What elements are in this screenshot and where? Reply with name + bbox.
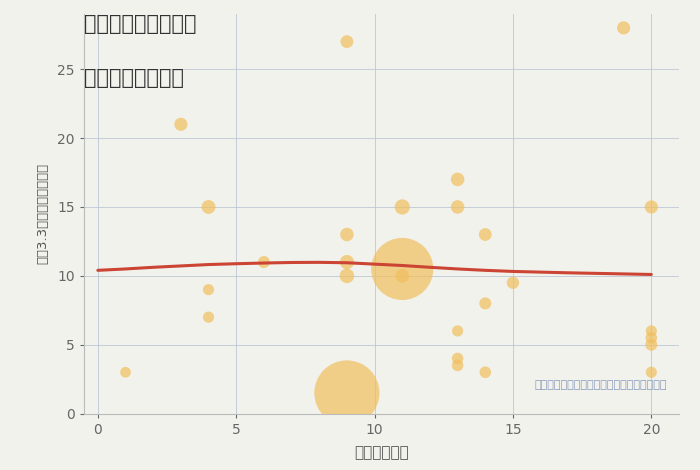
Text: 円の大きさは、取引のあった物件面積を示す: 円の大きさは、取引のあった物件面積を示す (535, 380, 667, 390)
Point (397, 265, 408, 273)
Point (645, 203, 657, 211)
Point (618, 24, 629, 31)
Text: 駅距離別土地価格: 駅距離別土地価格 (84, 68, 184, 88)
Point (480, 368, 491, 376)
Point (480, 231, 491, 238)
Point (645, 327, 657, 335)
Point (452, 327, 463, 335)
Point (508, 279, 519, 287)
Point (480, 300, 491, 307)
Point (645, 341, 657, 348)
Point (452, 361, 463, 369)
Point (342, 231, 353, 238)
Point (645, 368, 657, 376)
Point (452, 176, 463, 183)
X-axis label: 駅距離（分）: 駅距離（分） (354, 445, 409, 460)
Point (175, 120, 186, 128)
Point (452, 203, 463, 211)
Point (342, 389, 353, 397)
Point (342, 272, 353, 280)
Point (203, 286, 214, 293)
Point (342, 258, 353, 266)
Point (397, 203, 408, 211)
Point (645, 334, 657, 342)
Point (203, 313, 214, 321)
Point (258, 258, 270, 266)
Point (452, 355, 463, 362)
Point (120, 368, 131, 376)
Text: 岐阜県山県市大門の: 岐阜県山県市大門の (84, 14, 197, 34)
Y-axis label: 坪（3.3㎡）単価（万円）: 坪（3.3㎡）単価（万円） (36, 163, 49, 265)
Point (397, 272, 408, 280)
Point (342, 38, 353, 46)
Point (203, 203, 214, 211)
